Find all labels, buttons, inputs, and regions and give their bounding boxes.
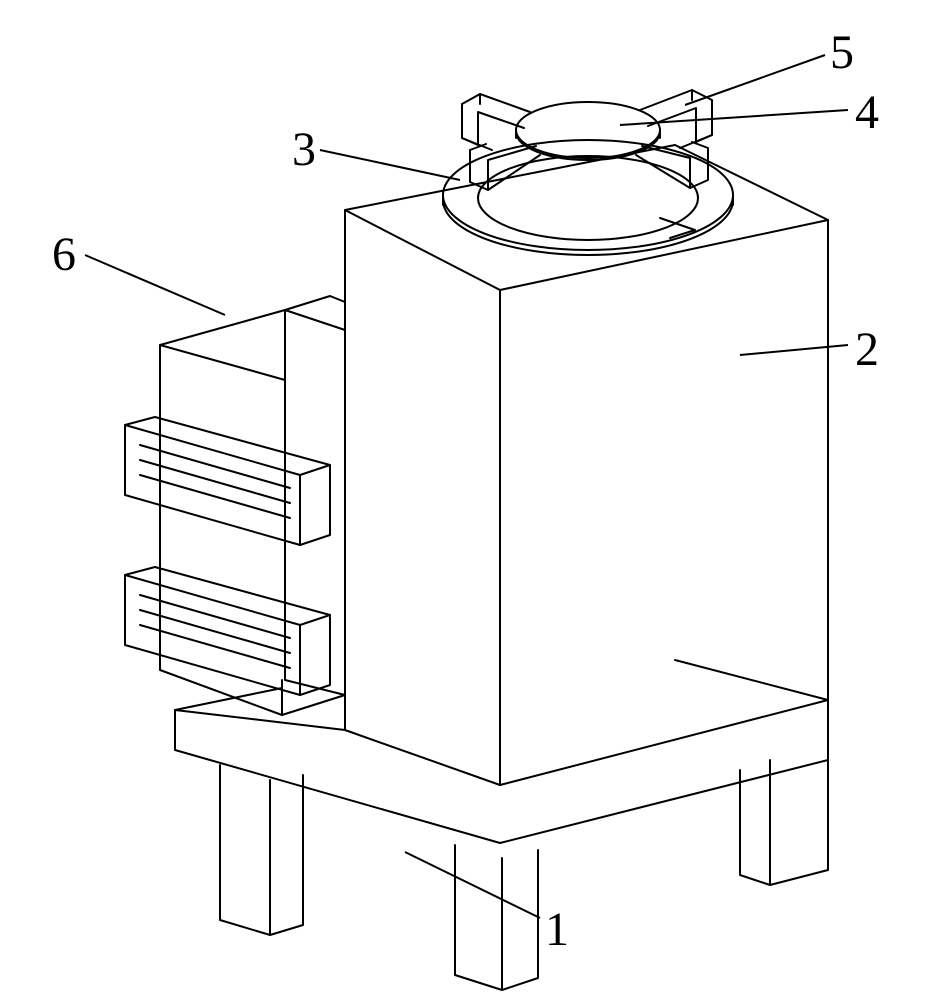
label-6: 6 — [52, 228, 76, 281]
label-5: 5 — [830, 26, 854, 79]
label-4: 4 — [855, 86, 879, 139]
main-body — [345, 145, 828, 785]
technical-diagram: 1 2 3 4 5 6 — [0, 0, 937, 1000]
leader-lines — [85, 55, 848, 918]
legs — [220, 700, 828, 990]
label-3: 3 — [292, 123, 316, 176]
label-1: 1 — [545, 903, 569, 956]
side-box — [125, 296, 345, 715]
burner-cap — [516, 102, 660, 160]
label-2: 2 — [855, 323, 879, 376]
vent-lower — [125, 567, 330, 695]
vent-upper — [125, 417, 330, 545]
